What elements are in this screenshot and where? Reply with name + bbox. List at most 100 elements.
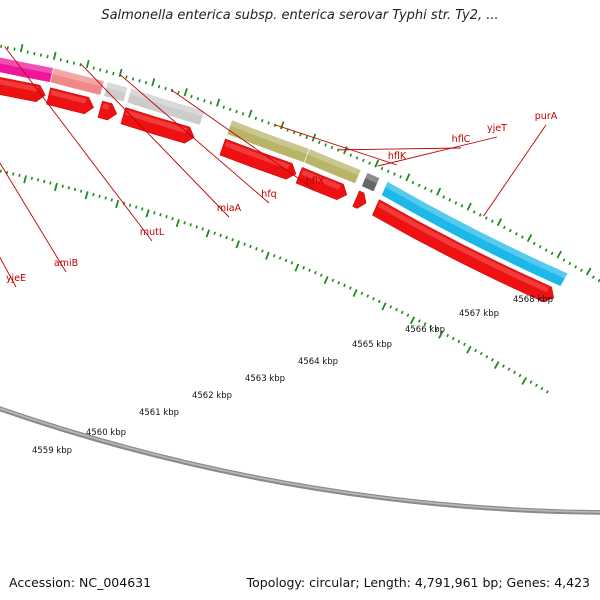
kbp-scale: 4559 kbp 4560 kbp 4561 kbp 4562 kbp 4563 kbp… bbox=[32, 295, 553, 456]
gene-segment-yjeT-shine bbox=[364, 172, 380, 184]
tick-mark bbox=[484, 216, 488, 220]
gene-track bbox=[0, 56, 569, 287]
tick-mark bbox=[6, 46, 9, 50]
scale-tick bbox=[195, 225, 198, 229]
scale-tick bbox=[479, 351, 483, 356]
leader-line-hfq bbox=[120, 74, 270, 204]
scale-tick bbox=[134, 205, 138, 209]
scale-tick bbox=[84, 191, 89, 200]
tick-mark bbox=[380, 166, 384, 171]
scale-tick bbox=[434, 327, 438, 332]
cds-shine-4 bbox=[0, 79, 38, 92]
tick-mark bbox=[203, 99, 206, 103]
tick-mark bbox=[215, 98, 221, 107]
scale-tick bbox=[115, 199, 120, 209]
tick-mark bbox=[79, 63, 82, 67]
tick-mark bbox=[260, 118, 264, 123]
leader-line-yjeT bbox=[377, 136, 498, 167]
tick-mark bbox=[59, 58, 62, 62]
gene-label-hflC: hflC bbox=[452, 134, 471, 145]
gene-segment-miaA bbox=[49, 67, 105, 96]
tick-mark bbox=[544, 248, 548, 252]
scale-tick bbox=[290, 261, 294, 265]
scale-tick bbox=[529, 380, 533, 384]
scale-tick bbox=[80, 189, 83, 193]
scale-tick bbox=[360, 291, 364, 296]
scale-tick bbox=[5, 170, 9, 175]
tick-mark bbox=[349, 153, 353, 157]
scale-tick bbox=[67, 186, 71, 190]
scale-tick bbox=[314, 271, 317, 275]
leader-line-mutL bbox=[4, 46, 153, 242]
scale-tick bbox=[92, 192, 95, 197]
tick-mark bbox=[562, 258, 566, 262]
scale-tick bbox=[98, 194, 101, 198]
tick-mark bbox=[33, 51, 36, 56]
scale-tick bbox=[406, 313, 410, 317]
cds-shine-7 bbox=[125, 109, 188, 134]
scale-tick bbox=[225, 235, 228, 240]
scale-tick bbox=[272, 254, 276, 258]
scale-tick bbox=[165, 215, 168, 219]
scale-tick bbox=[308, 268, 311, 272]
scale-tick bbox=[438, 330, 444, 339]
scale-tick bbox=[323, 276, 329, 285]
scale-tick bbox=[343, 283, 346, 288]
scale-tick bbox=[235, 240, 240, 249]
scale-tick bbox=[474, 348, 478, 353]
topology-summary: Topology: circular; Length: 4,791,961 bp… bbox=[246, 575, 590, 590]
leader-line-hflX bbox=[170, 89, 316, 191]
gene-label-yjeT: yjeT bbox=[487, 123, 507, 134]
tick-mark bbox=[502, 225, 506, 230]
tick-mark bbox=[405, 173, 411, 182]
scale-tick bbox=[278, 256, 282, 260]
gene-label-hfq: hfq bbox=[261, 189, 276, 200]
tick-mark bbox=[228, 107, 232, 112]
tick-mark bbox=[144, 81, 148, 85]
tick-mark bbox=[112, 71, 115, 76]
scale-tick bbox=[12, 172, 15, 176]
scale-tick bbox=[54, 182, 58, 192]
scale-tick bbox=[446, 333, 450, 338]
cds-arrow-6 bbox=[97, 100, 118, 121]
kbp-label: 4562 kbp bbox=[192, 391, 232, 401]
tick-mark bbox=[164, 86, 167, 91]
tick-mark bbox=[267, 121, 270, 125]
tick-mark bbox=[92, 66, 95, 70]
scale-tick bbox=[400, 310, 404, 315]
scale-tick bbox=[49, 181, 52, 185]
scale-tick bbox=[284, 258, 288, 263]
tick-mark bbox=[343, 146, 348, 155]
gene-segment-purA-shine bbox=[385, 181, 568, 279]
tick-mark bbox=[550, 251, 554, 256]
tick-mark bbox=[591, 275, 595, 279]
scale-tick bbox=[104, 196, 107, 200]
tick-mark bbox=[138, 79, 141, 83]
tick-mark bbox=[299, 133, 302, 137]
gene-segment-hfq bbox=[103, 81, 129, 103]
tick-mark bbox=[585, 267, 592, 276]
tick-mark bbox=[19, 44, 24, 53]
tick-mark bbox=[305, 135, 308, 140]
cds-arrow-4 bbox=[0, 77, 46, 103]
kbp-label: 4567 kbp bbox=[459, 309, 499, 319]
tick-mark bbox=[222, 105, 225, 109]
cds-arrow-11 bbox=[372, 199, 555, 303]
tick-mark bbox=[183, 88, 188, 97]
tick-mark bbox=[472, 210, 476, 214]
tick-mark bbox=[490, 219, 494, 223]
scale-tick bbox=[201, 227, 204, 231]
scale-tick bbox=[395, 307, 398, 312]
scale-tick bbox=[389, 305, 393, 309]
tick-mark bbox=[368, 161, 371, 165]
tick-mark bbox=[39, 53, 43, 57]
tick-mark bbox=[151, 78, 156, 87]
scale-tick bbox=[540, 386, 544, 391]
scale-tick bbox=[30, 176, 34, 181]
scale-tick bbox=[463, 342, 466, 347]
scale-tick bbox=[377, 299, 381, 304]
scale-tick bbox=[205, 229, 211, 238]
kbp-label: 4563 kbp bbox=[245, 374, 285, 384]
tick-mark bbox=[411, 180, 415, 185]
